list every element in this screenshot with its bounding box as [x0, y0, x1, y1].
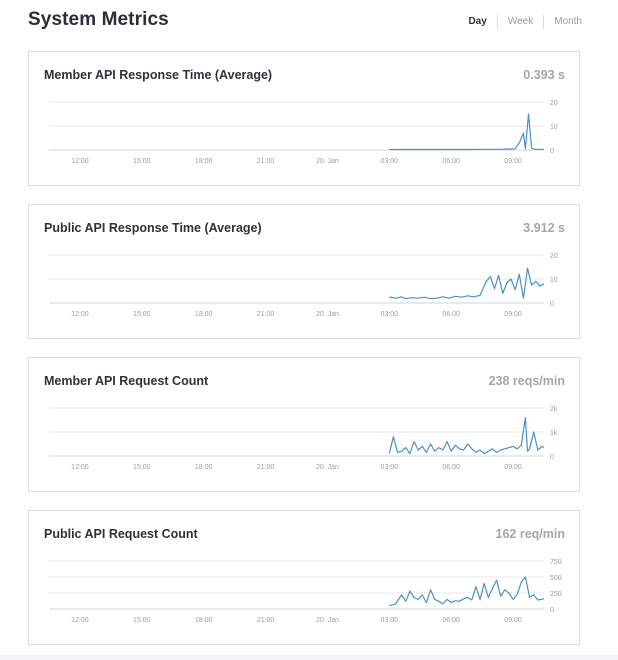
x-tick-label: 15:00	[133, 464, 151, 471]
panel-title: Public API Request Count	[44, 527, 198, 541]
x-tick-label: 06:00	[442, 464, 460, 471]
panel-current-value: 162 req/min	[495, 527, 565, 541]
page-title: System Metrics	[28, 9, 169, 30]
x-tick-label: 12:00	[71, 464, 89, 471]
metric-panel-public-response-time: Public API Response Time (Average) 3.912…	[28, 204, 580, 339]
x-tick-label: 15:00	[133, 311, 151, 318]
x-tick-label: 03:00	[381, 311, 399, 318]
panel-title: Public API Response Time (Average)	[44, 221, 262, 235]
series-line	[389, 113, 544, 151]
x-tick-label: 09:00	[504, 158, 522, 165]
footer-strip	[0, 655, 618, 660]
y-tick-label: 1k	[550, 430, 558, 437]
metric-panel-member-response-time: Member API Response Time (Average) 0.393…	[28, 51, 580, 186]
x-tick-label: 18:00	[195, 617, 213, 624]
x-tick-label: 09:00	[504, 617, 522, 624]
y-tick-label: 0	[550, 301, 554, 308]
metric-panel-public-request-count: Public API Request Count 162 req/min 750…	[28, 510, 580, 645]
x-tick-label: 12:00	[71, 158, 89, 165]
x-tick-label: 12:00	[71, 311, 89, 318]
x-tick-label: 03:00	[381, 617, 399, 624]
x-tick-label: 15:00	[133, 158, 151, 165]
x-tick-label: 06:00	[442, 311, 460, 318]
x-tick-label: 20. Jan	[316, 464, 339, 471]
y-tick-label: 2k	[550, 406, 558, 413]
chart-public-response-time: 20 10 0 12:00 15:00 18:00 21:00 20. Jan 03:00 06:…	[49, 253, 558, 318]
x-tick-label: 03:00	[381, 464, 399, 471]
y-tick-label: 0	[550, 607, 554, 614]
x-tick-label: 09:00	[504, 311, 522, 318]
y-tick-label: 10	[550, 124, 558, 131]
chart-member-response-time: 20 10 0 12:00 15:00 18:00 21:00 20. Jan 03:00 06:…	[49, 100, 558, 165]
y-tick-label: 10	[550, 277, 558, 284]
x-tick-label: 06:00	[442, 158, 460, 165]
y-tick-label: 0	[550, 148, 554, 155]
y-tick-label: 20	[550, 100, 558, 107]
time-range-tabs: Day Week Month	[468, 15, 582, 29]
panel-current-value: 0.393 s	[523, 68, 565, 82]
y-tick-label: 0	[550, 454, 554, 461]
x-tick-label: 21:00	[257, 158, 275, 165]
x-tick-label: 15:00	[133, 617, 151, 624]
panel-title: Member API Request Count	[44, 374, 209, 388]
range-tab-month[interactable]: Month	[543, 15, 582, 29]
chart-member-request-count: 2k 1k 0 12:00 15:00 18:00 21:00 20. Jan 03:00 06:…	[49, 406, 558, 471]
panel-current-value: 3.912 s	[523, 221, 565, 235]
x-tick-label: 12:00	[71, 617, 89, 624]
x-tick-label: 21:00	[257, 617, 275, 624]
panel-current-value: 238 reqs/min	[488, 374, 565, 388]
x-tick-label: 21:00	[257, 464, 275, 471]
x-tick-label: 18:00	[195, 464, 213, 471]
panel-title: Member API Response Time (Average)	[44, 68, 273, 82]
series-line	[389, 576, 545, 607]
x-tick-label: 18:00	[195, 311, 213, 318]
x-tick-label: 21:00	[257, 311, 275, 318]
x-tick-label: 20. Jan	[316, 617, 339, 624]
x-tick-label: 20. Jan	[316, 158, 339, 165]
range-tab-day[interactable]: Day	[468, 16, 487, 27]
x-tick-label: 18:00	[195, 158, 213, 165]
chart-public-request-count: 750 500 250 0 12:00 15:00 18:00 21:00 20. Jan 03:…	[49, 559, 562, 624]
x-tick-label: 20. Jan	[316, 311, 339, 318]
range-tab-week[interactable]: Week	[496, 15, 543, 29]
y-tick-label: 250	[550, 591, 562, 598]
x-tick-label: 03:00	[381, 158, 399, 165]
metric-panel-member-request-count: Member API Request Count 238 reqs/min 2k…	[28, 357, 580, 492]
y-tick-label: 500	[550, 575, 562, 582]
series-line	[389, 267, 545, 300]
x-tick-label: 06:00	[442, 617, 460, 624]
x-tick-label: 09:00	[504, 464, 522, 471]
series-line	[388, 417, 545, 455]
y-tick-label: 20	[550, 253, 558, 260]
y-tick-label: 750	[550, 559, 562, 566]
